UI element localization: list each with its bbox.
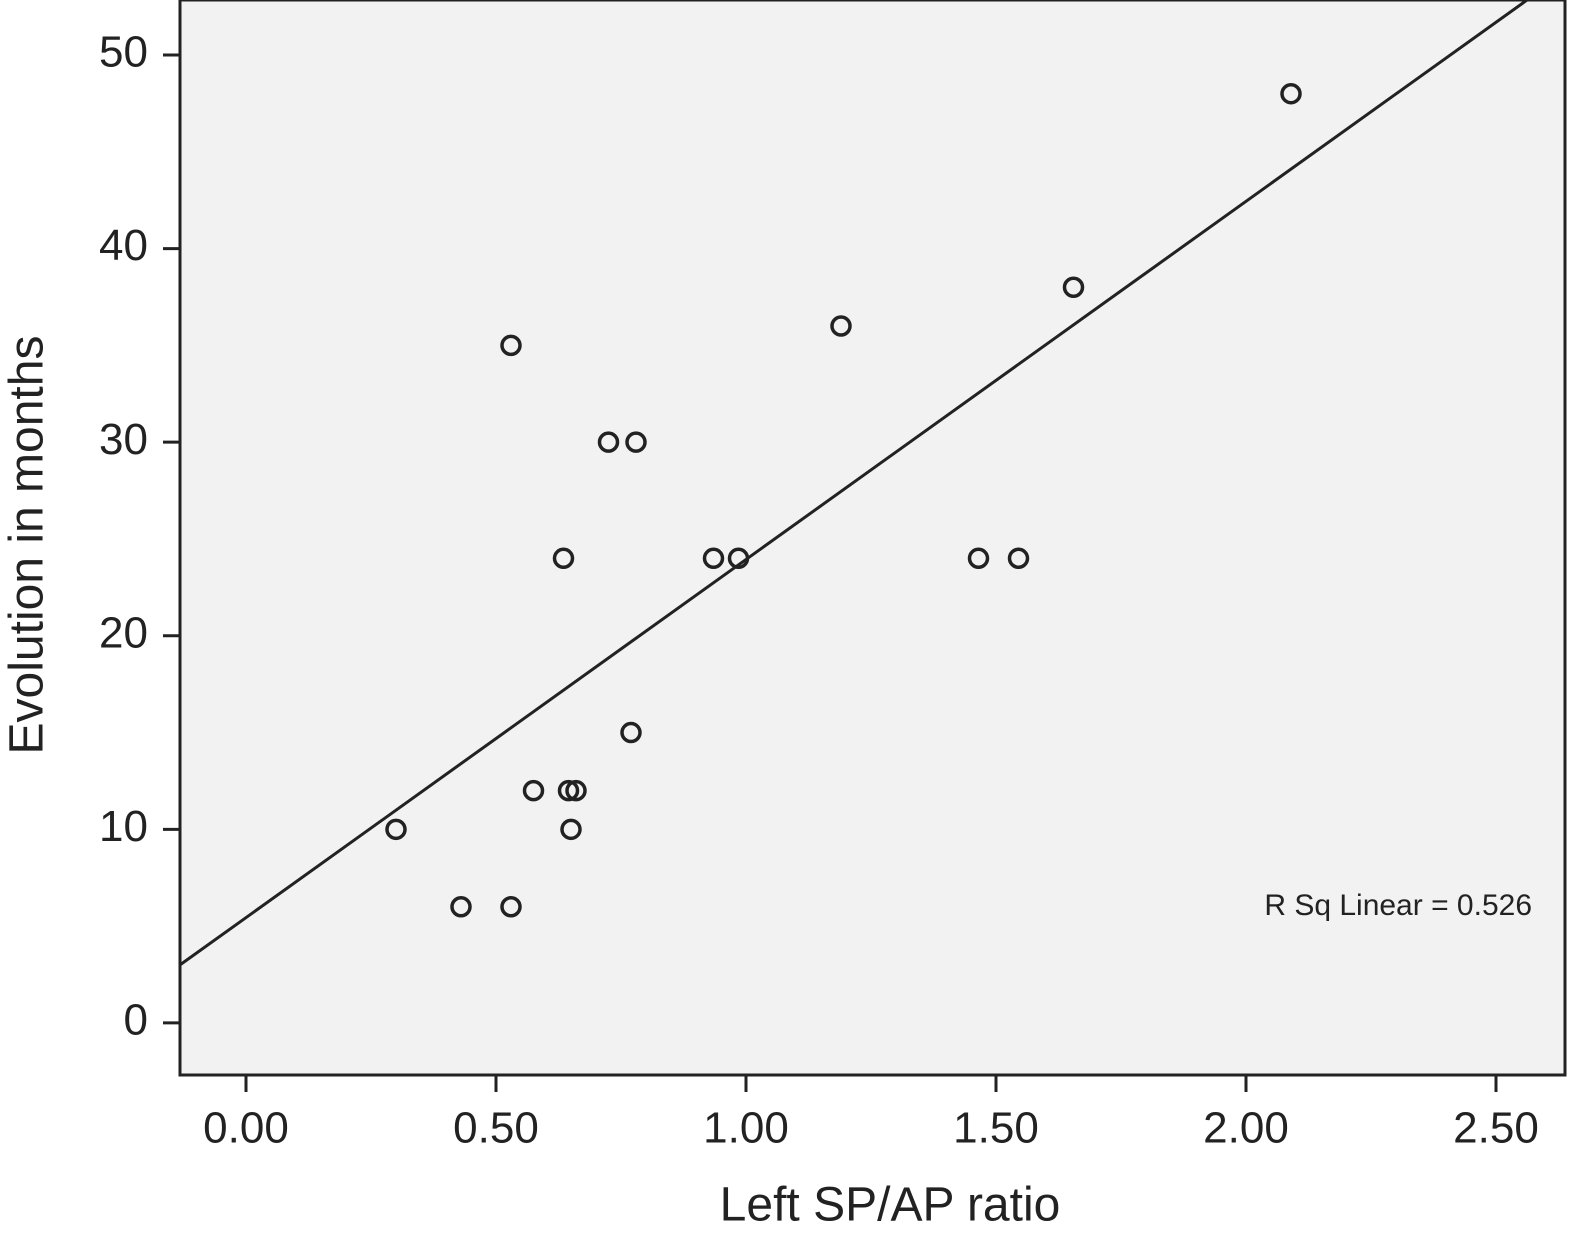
y-tick-label: 20 <box>99 608 148 657</box>
x-tick-label: 1.50 <box>953 1104 1039 1153</box>
data-point <box>450 896 472 918</box>
data-point <box>597 431 620 453</box>
x-tick-label: 0.50 <box>453 1104 539 1153</box>
data-point <box>1007 547 1030 570</box>
y-tick-label: 50 <box>99 28 148 77</box>
x-tick-label: 1.00 <box>703 1104 789 1153</box>
y-axis-title: Evolution in months <box>1 336 54 755</box>
x-tick-label: 2.00 <box>1203 1104 1289 1153</box>
data-point <box>565 779 587 802</box>
annotation: R Sq Linear = 0.526 <box>1264 889 1532 922</box>
y-tick-label: 40 <box>99 221 148 270</box>
plot-area <box>178 0 1567 1077</box>
y-tick-label: 30 <box>99 415 148 464</box>
plot-layer <box>180 0 1530 967</box>
data-point <box>385 818 407 841</box>
data-point <box>1280 82 1302 105</box>
data-point <box>702 547 725 570</box>
y-tick-label: 10 <box>99 802 148 851</box>
data-point <box>625 431 647 453</box>
x-axis-title: Left SP/AP ratio <box>720 1179 1061 1232</box>
trend-line <box>180 0 1530 967</box>
data-point <box>967 547 990 570</box>
data-point <box>552 547 575 570</box>
x-tick-label: 0.00 <box>203 1104 289 1153</box>
data-point <box>560 818 582 841</box>
data-point <box>830 315 852 337</box>
data-point <box>727 547 750 570</box>
data-point <box>1062 276 1085 299</box>
data-point <box>500 334 522 357</box>
x-tick-label: 2.50 <box>1453 1104 1539 1153</box>
data-point <box>500 896 522 918</box>
data-point <box>522 779 545 802</box>
y-tick-label: 0 <box>124 996 148 1045</box>
data-point <box>557 779 580 802</box>
data-point <box>620 721 642 744</box>
